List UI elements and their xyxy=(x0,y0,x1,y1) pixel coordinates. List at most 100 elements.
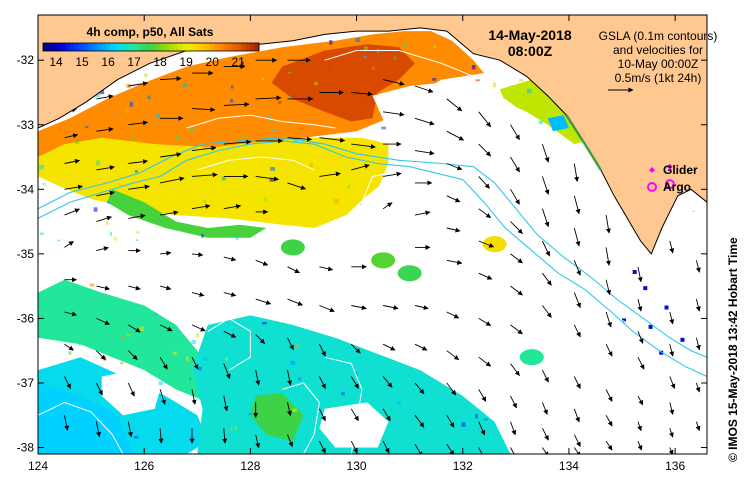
velocity-arrow xyxy=(319,266,334,272)
velocity-arrow xyxy=(669,376,676,389)
velocity-arrow xyxy=(191,203,211,210)
velocity-arrow xyxy=(255,434,261,449)
colorbar-swatch xyxy=(61,43,66,51)
colorbar-tick-label: 20 xyxy=(206,55,220,69)
colorbar-swatch xyxy=(218,43,224,51)
sst-speckle xyxy=(113,236,118,241)
velocity-arrow xyxy=(191,252,204,258)
sst-speckle xyxy=(196,332,200,338)
velocity-arrow xyxy=(541,427,549,441)
colorbar-swatch xyxy=(187,43,192,51)
sst-speckle xyxy=(153,312,158,316)
colorbar-swatch xyxy=(223,43,228,51)
sst-speckle xyxy=(287,95,290,99)
colorbar-swatch xyxy=(164,43,170,51)
sst-speckle xyxy=(203,357,208,361)
velocity-arrow xyxy=(573,292,581,309)
sst-speckle xyxy=(183,83,188,88)
velocity-arrow xyxy=(64,343,74,351)
sst-speckle xyxy=(347,185,351,189)
sst-speckle xyxy=(84,126,89,129)
x-tick-label: 134 xyxy=(559,459,579,473)
velocity-arrow xyxy=(541,369,549,383)
x-tick-label: 128 xyxy=(240,459,260,473)
x-tick-label: 124 xyxy=(28,459,48,473)
y-axis-ticks: -32 -33 -34 -35 -36 -37 -38 xyxy=(17,53,707,455)
velocity-arrow xyxy=(287,136,312,142)
velocity-arrow xyxy=(605,343,613,357)
sst-speckle xyxy=(403,44,407,47)
velocity-arrow xyxy=(446,350,460,361)
sst-speckle xyxy=(39,164,44,170)
velocity-arrow xyxy=(573,408,580,423)
sst-speckle xyxy=(75,140,79,145)
sst-speckle xyxy=(201,233,204,238)
sst-speckle xyxy=(272,129,277,132)
glider-legend-icon xyxy=(649,167,655,173)
sst-speckle xyxy=(327,65,332,70)
sst-speckle xyxy=(492,82,497,88)
velocity-arrow xyxy=(223,139,252,145)
bathymetry-layer xyxy=(38,137,707,378)
sst-speckle xyxy=(475,79,480,82)
argo-legend-label: Argo xyxy=(663,180,691,194)
sst-island-3 xyxy=(482,236,507,253)
sst-speckle xyxy=(158,381,163,385)
velocity-arrow xyxy=(510,395,517,409)
sst-speckle xyxy=(236,236,239,241)
y-tick-label: -38 xyxy=(17,441,35,455)
glider-legend-label: Glider xyxy=(663,163,698,177)
colorbar-tick-label: 14 xyxy=(49,55,63,69)
gsla-contour-6 xyxy=(324,356,363,454)
colorbar-title: 4h comp, p50, All Sats xyxy=(87,25,214,39)
velocity-arrow xyxy=(351,305,367,311)
sst-speckle xyxy=(132,134,136,140)
sst-speckle xyxy=(189,127,195,132)
sst-speckle xyxy=(363,55,367,59)
gsla-legend: GSLA (0.1m contours) and velocities for … xyxy=(599,29,717,93)
velocity-arrow xyxy=(96,165,115,171)
velocity-arrow xyxy=(128,285,141,291)
velocity-arrow xyxy=(541,208,550,228)
velocity-arrow xyxy=(414,343,428,351)
gsla-legend-line2: and velocities for xyxy=(613,43,703,57)
sst-speckle xyxy=(129,101,133,107)
velocity-arrow xyxy=(510,363,520,377)
velocity-arrow xyxy=(573,227,581,247)
sst-speckle xyxy=(278,100,282,105)
velocity-arrow xyxy=(222,428,228,444)
colorbar-swatch xyxy=(254,43,260,51)
velocity-arrow xyxy=(637,421,642,432)
velocity-arrow xyxy=(573,163,580,182)
velocity-arrow xyxy=(223,395,229,412)
velocity-arrow xyxy=(159,285,172,291)
velocity-arrow xyxy=(158,428,164,444)
sst-speckle xyxy=(298,377,302,381)
colorbar-swatches xyxy=(42,42,260,52)
sst-layer xyxy=(38,31,699,454)
velocity-arrow xyxy=(382,202,393,210)
velocity-arrow xyxy=(478,389,487,402)
velocity-arrow xyxy=(478,176,490,189)
velocity-arrow xyxy=(605,311,612,328)
velocity-arrow xyxy=(128,159,148,165)
velocity-arrow xyxy=(478,421,486,436)
sst-speckle xyxy=(134,170,138,173)
velocity-arrow xyxy=(510,189,520,205)
sst-speckle xyxy=(292,408,297,412)
velocity-arrow xyxy=(287,266,300,274)
sst-speckle xyxy=(221,176,226,181)
velocity-arrow xyxy=(160,250,172,256)
velocity-arrow xyxy=(573,324,581,338)
colorbar-tick-label: 19 xyxy=(179,55,193,69)
time-label: 08:00Z xyxy=(508,43,553,59)
sst-speckle xyxy=(313,81,318,86)
velocity-arrow xyxy=(191,389,197,405)
velocity-arrow xyxy=(605,440,613,451)
velocity-arrow xyxy=(159,324,173,332)
velocity-arrow xyxy=(669,428,674,438)
velocity-arrow xyxy=(319,137,346,143)
sst-speckle xyxy=(120,362,124,365)
velocity-arrow xyxy=(510,324,523,335)
